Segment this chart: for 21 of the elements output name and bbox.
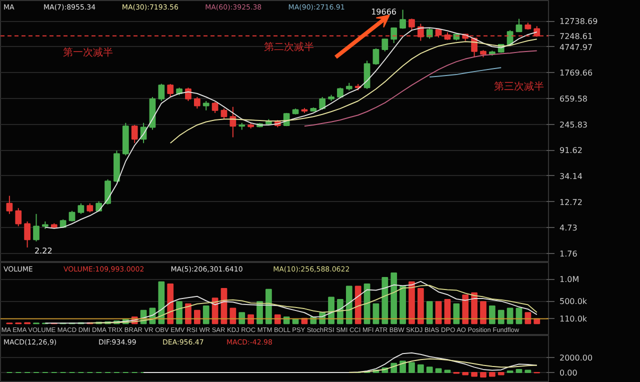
y-tick-label: 2000.00 xyxy=(560,353,593,362)
annotation: 第三次减半 xyxy=(494,80,544,92)
y-tick-label: 34.14 xyxy=(560,172,582,181)
y-tick-label: 0.00 xyxy=(560,368,578,378)
y-tick-label: 1.0M xyxy=(560,275,580,284)
y-tick-label: 12.72 xyxy=(560,198,582,207)
ref-line-label: 7248.61 xyxy=(560,32,593,41)
ref-line-label: 110.0k xyxy=(560,314,588,324)
y-tick-label: 659.58 xyxy=(560,94,588,104)
y-tick-label: 4.73 xyxy=(560,224,578,233)
annotation: 第一次减半 xyxy=(63,46,114,58)
annotation: 第二次减半 xyxy=(264,41,314,54)
y-tick-label: 4747.97 xyxy=(560,42,593,52)
y-tick-label: 245.83 xyxy=(560,120,588,130)
y-tick-label: 12738.69 xyxy=(560,17,598,26)
y-tick-label: 91.62 xyxy=(560,146,582,156)
annotation: 2.22 xyxy=(34,246,52,256)
annotation: 19666 xyxy=(371,8,397,17)
y-tick-label: 500.0k xyxy=(560,297,588,306)
y-tick-label: 1769.66 xyxy=(560,68,593,78)
y-tick-label: 1.76 xyxy=(560,250,578,259)
